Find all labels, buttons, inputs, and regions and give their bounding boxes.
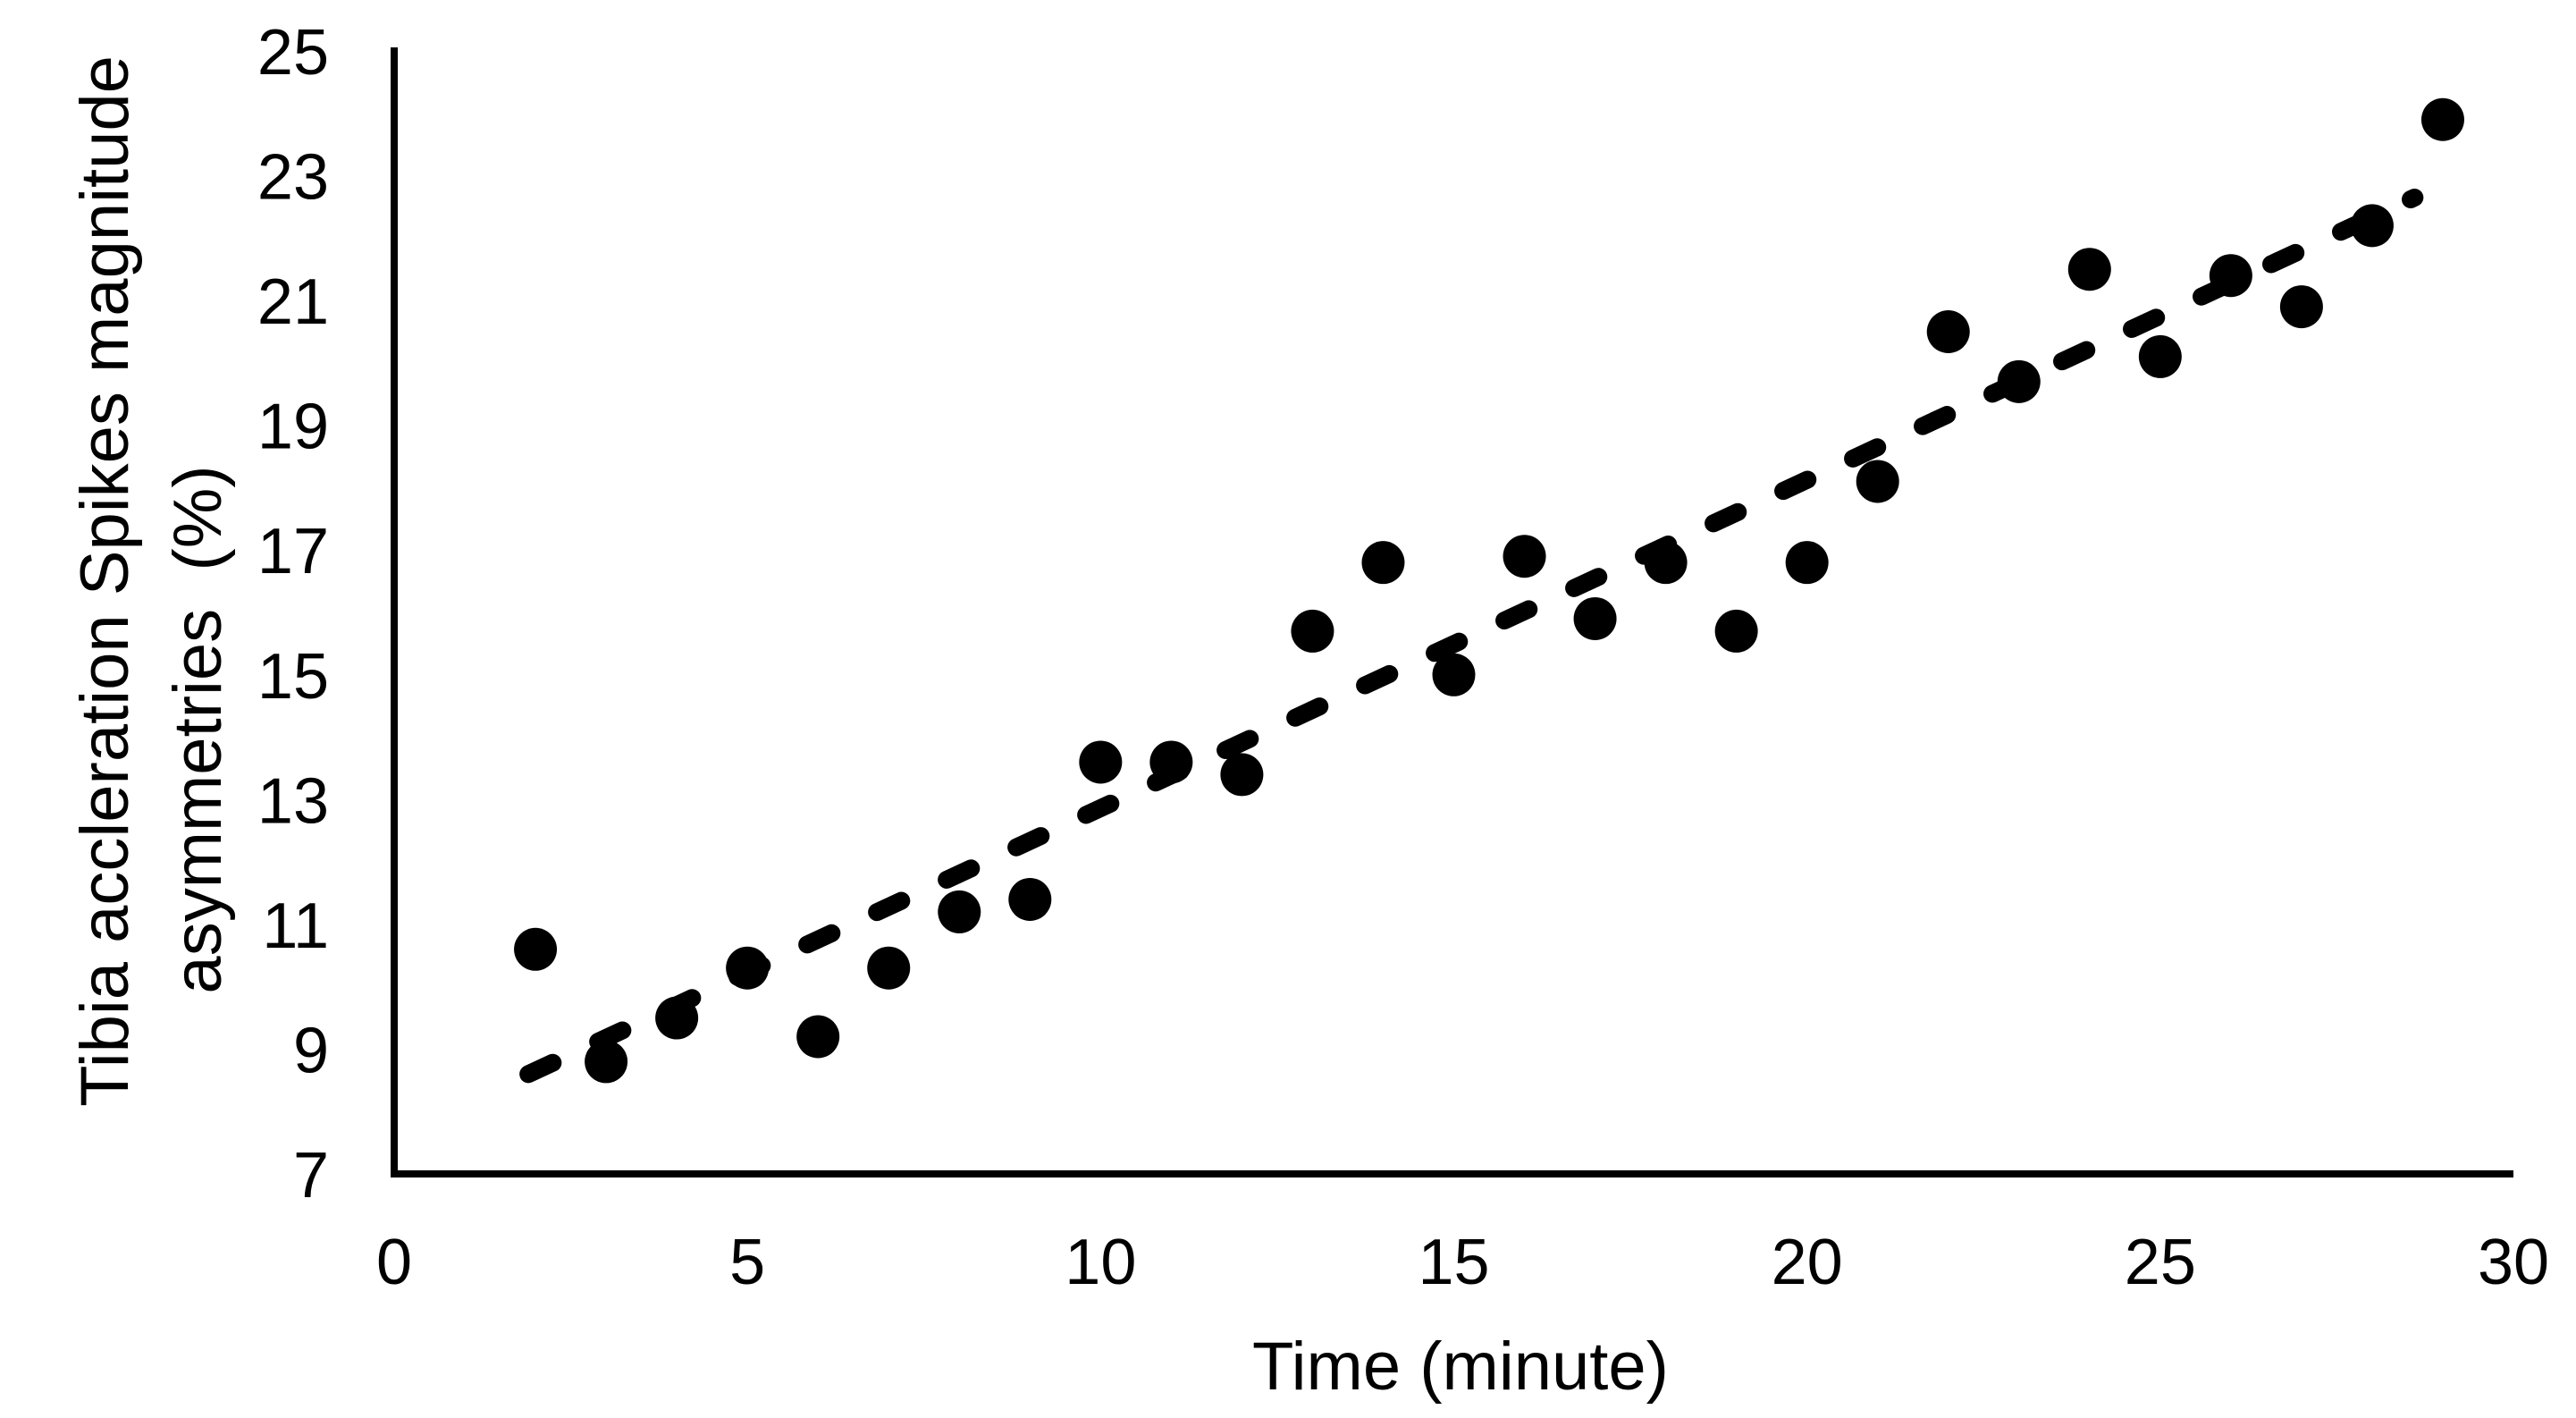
y-tick-label: 17 [257,516,329,587]
trend-line [519,188,2424,1084]
data-point [1291,609,1334,653]
x-tick-label: 10 [1065,1227,1136,1298]
data-point [1785,541,1829,585]
y-tick-label: 21 [257,266,329,338]
data-point [1432,653,1476,696]
x-tick-label: 20 [1772,1227,1843,1298]
data-point [1714,609,1758,653]
x-tick-label: 15 [1418,1227,1489,1298]
y-tick-label: 13 [257,765,329,837]
y-tick-label: 11 [262,890,329,962]
data-points [514,97,2464,1084]
data-point [1008,877,1052,921]
y-tick-label: 15 [257,641,329,713]
data-point [1361,541,1405,585]
y-axis-title-line2: asymmetries (%) [160,465,236,993]
data-point [2350,204,2394,248]
data-point [655,996,699,1040]
data-point [2138,334,2182,378]
y-tick-labels: 7 9 11 13 15 17 19 21 23 25 [257,17,329,1211]
data-point [938,890,981,933]
data-point [585,1040,628,1084]
data-point [2420,97,2464,141]
data-point [2279,285,2323,329]
data-point [1149,740,1193,784]
y-tick-label: 23 [257,142,329,214]
x-tick-labels: 0 5 10 15 20 25 30 [376,1227,2549,1298]
y-axis-title-line1: Tibia accleration Spikes magnitude [67,55,143,1107]
data-point [1997,359,2041,403]
data-point [1926,310,1970,353]
data-point [1644,541,1688,585]
data-point [2209,254,2252,298]
data-point [1079,740,1123,784]
data-point [867,946,911,990]
data-point [1856,460,1899,503]
y-tick-label: 7 [293,1140,329,1211]
data-point [1503,535,1546,578]
axes [391,47,2513,1177]
y-tick-label: 9 [293,1015,329,1086]
x-tick-label: 30 [2478,1227,2549,1298]
data-point [726,946,770,990]
x-tick-label: 25 [2125,1227,2196,1298]
x-tick-label: 5 [729,1227,765,1298]
data-point [796,1015,840,1059]
data-point [2067,248,2111,291]
x-axis-title: Time (minute) [1252,1329,1669,1405]
data-point [1573,596,1617,640]
x-tick-label: 0 [376,1227,412,1298]
data-point [1220,753,1264,797]
data-point [514,927,558,971]
y-tick-label: 25 [257,17,329,89]
y-tick-label: 19 [257,392,329,463]
